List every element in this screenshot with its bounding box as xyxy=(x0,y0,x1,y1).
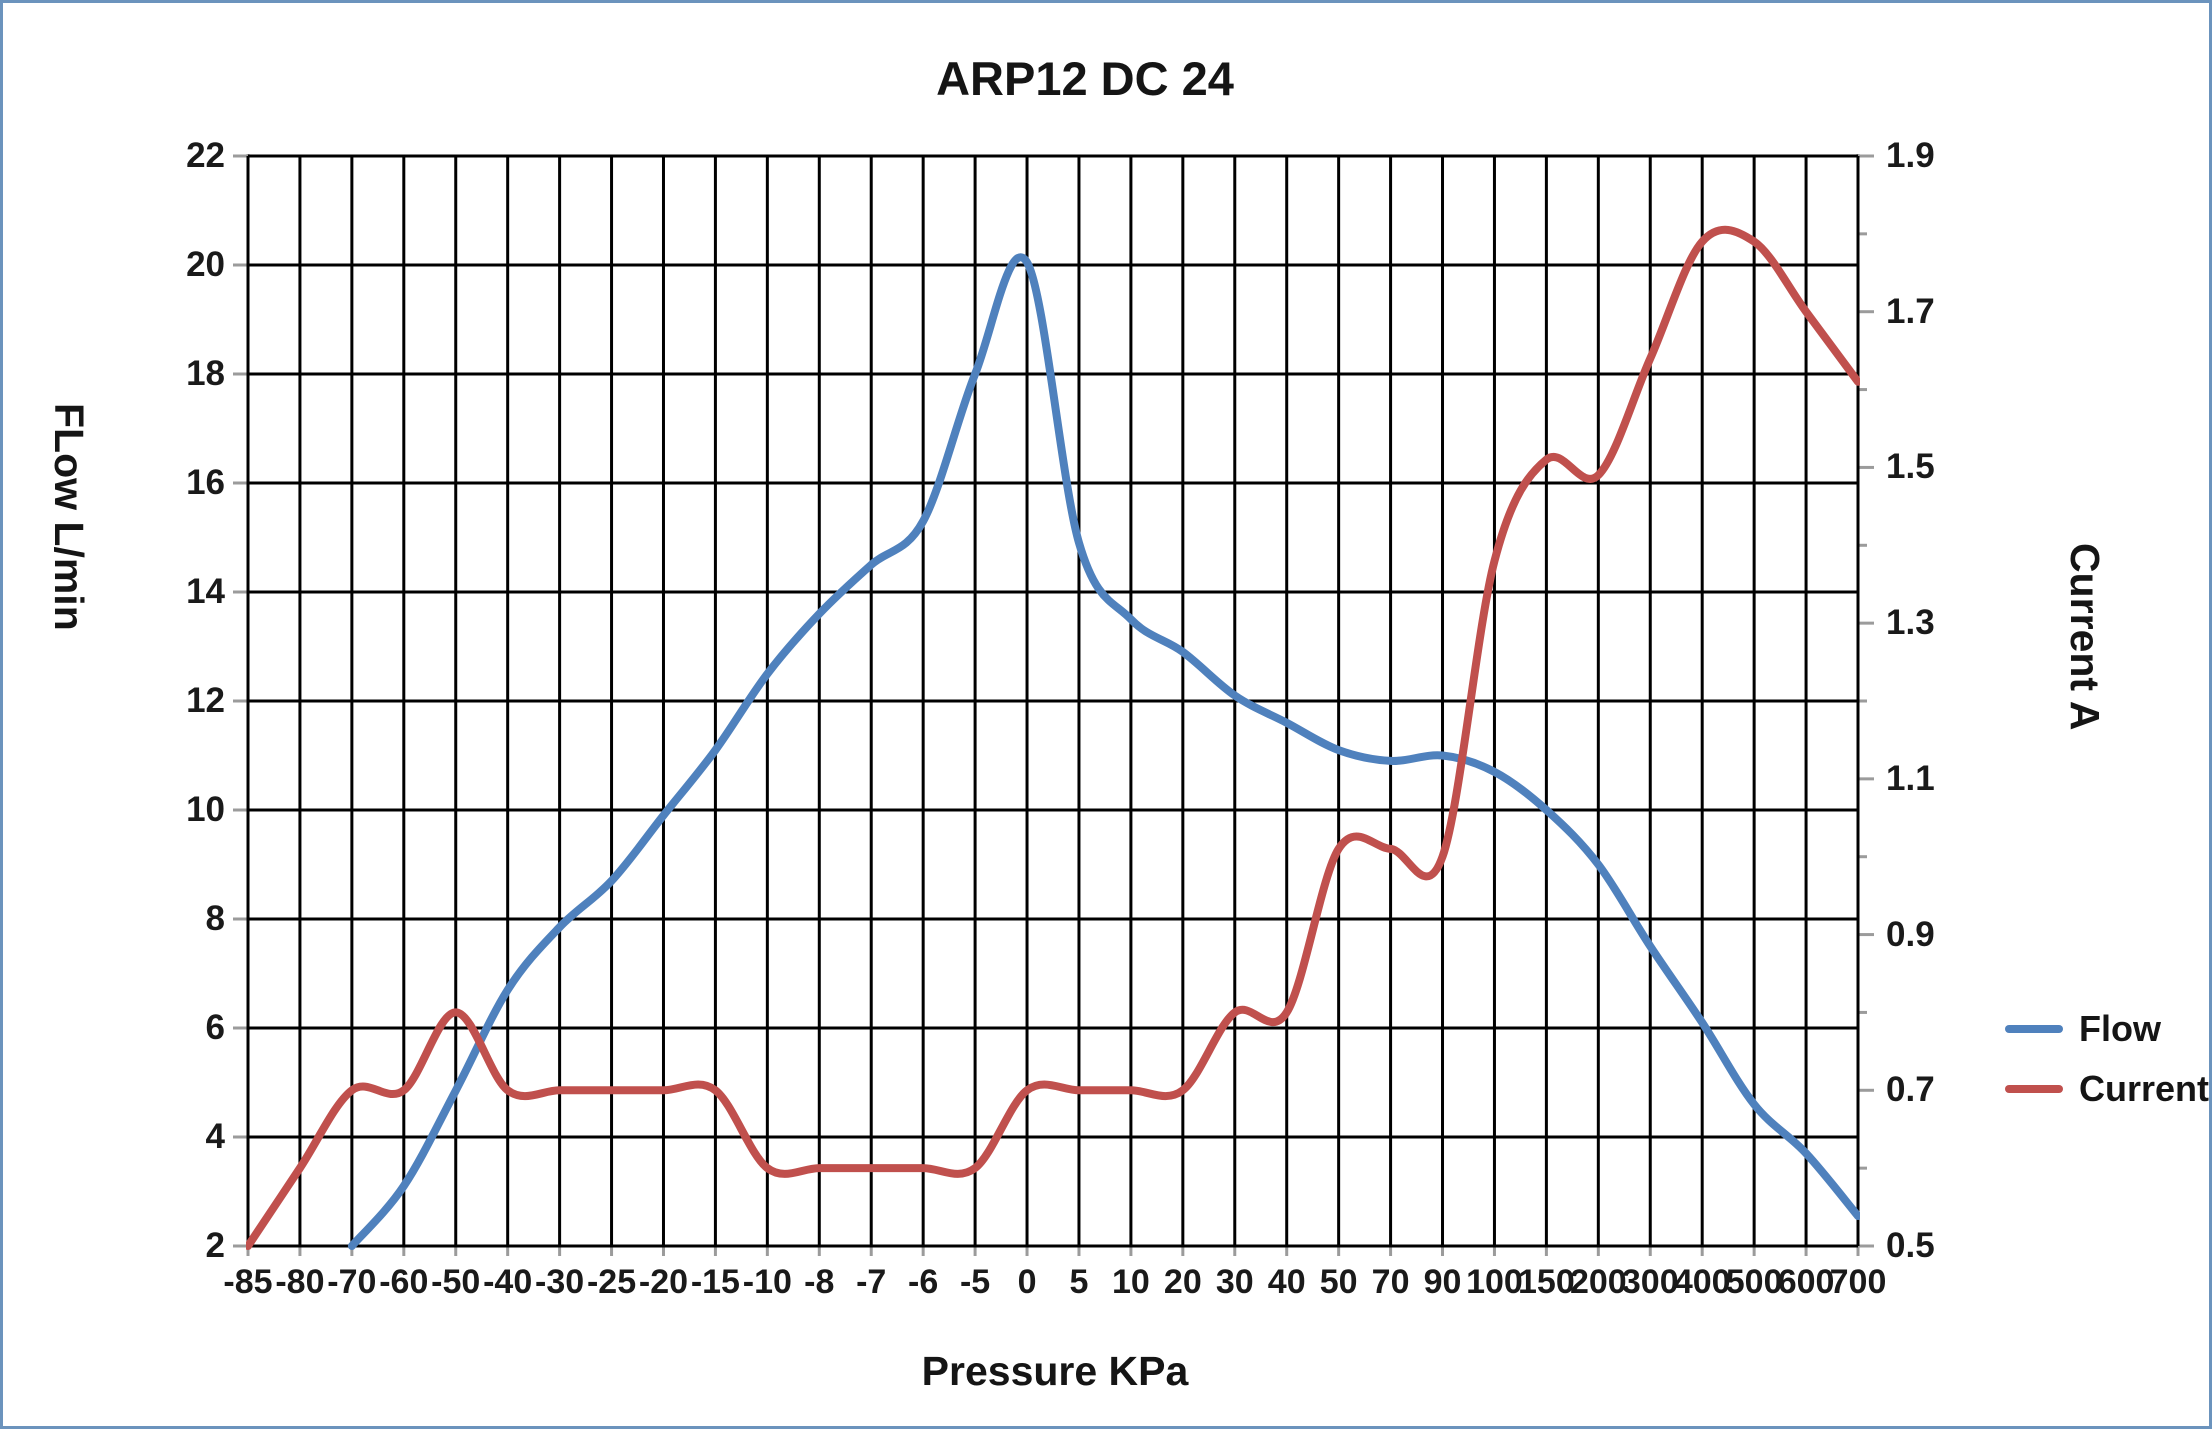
y-left-tick-14: 14 xyxy=(186,572,225,611)
x-tick-150: 150 xyxy=(1518,1263,1575,1301)
x-tick-600: 600 xyxy=(1777,1263,1835,1301)
y-left-tick-20: 20 xyxy=(186,245,225,284)
x-tick--8: -8 xyxy=(804,1263,835,1301)
x-tick-5: 5 xyxy=(1069,1263,1089,1301)
x-tick-100: 100 xyxy=(1466,1263,1523,1301)
x-tick--20: -20 xyxy=(638,1263,689,1301)
y-left-tick-12: 12 xyxy=(186,681,225,720)
x-tick--10: -10 xyxy=(742,1263,792,1301)
x-tick-400: 400 xyxy=(1673,1263,1731,1301)
y-left-tick-2: 2 xyxy=(205,1226,225,1265)
y-left-tick-10: 10 xyxy=(186,790,225,829)
legend: Flow Current xyxy=(2005,1011,2209,1107)
x-tick--25: -25 xyxy=(586,1263,637,1301)
y-left-tick-16: 16 xyxy=(186,463,225,502)
current-curve xyxy=(246,225,1860,1250)
x-tick-40: 40 xyxy=(1267,1263,1306,1301)
flow-curve xyxy=(347,253,1860,1250)
x-axis-title: Pressure KPa xyxy=(921,1348,1189,1394)
y-axis-title-left: FLow L/min xyxy=(46,403,92,631)
x-tick-20: 20 xyxy=(1163,1263,1202,1301)
x-tick--50: -50 xyxy=(431,1263,481,1301)
legend-label-current: Current xyxy=(2079,1068,2210,1109)
y-right-tick-1.7: 1.7 xyxy=(1886,291,1935,331)
y-right-tick-0.9: 0.9 xyxy=(1886,914,1935,954)
y-left-tick-6: 6 xyxy=(205,1008,225,1047)
legend-item-current: Current xyxy=(2005,1071,2209,1107)
x-tick-500: 500 xyxy=(1725,1263,1783,1301)
y-right-tick-1.5: 1.5 xyxy=(1886,447,1935,487)
x-tick-0: 0 xyxy=(1017,1263,1037,1301)
x-tick--5: -5 xyxy=(959,1263,991,1301)
y-left-tick-8: 8 xyxy=(205,899,225,938)
x-tick--70: -70 xyxy=(327,1263,377,1301)
y-left-tick-4: 4 xyxy=(205,1117,225,1156)
y-right-tick-1.9: 1.9 xyxy=(1886,136,1935,175)
x-tick-50: 50 xyxy=(1319,1263,1358,1301)
x-tick--40: -40 xyxy=(483,1263,533,1301)
x-tick--7: -7 xyxy=(856,1263,887,1301)
x-tick-700: 700 xyxy=(1829,1263,1887,1301)
x-tick--6: -6 xyxy=(908,1263,939,1301)
x-tick--85: -85 xyxy=(223,1263,273,1301)
legend-item-flow: Flow xyxy=(2005,1011,2209,1047)
gridlines xyxy=(246,154,1860,1248)
x-tick-10: 10 xyxy=(1111,1263,1150,1301)
y-axis-title-right: Current A xyxy=(2062,543,2108,731)
x-tick--80: -80 xyxy=(275,1263,325,1301)
flow-line-swatch xyxy=(2005,1025,2063,1033)
x-tick-90: 90 xyxy=(1423,1263,1462,1301)
y-right-tick-1.1: 1.1 xyxy=(1886,758,1935,798)
x-tick--60: -60 xyxy=(379,1263,429,1301)
y-left-tick-22: 22 xyxy=(186,136,225,175)
x-tick--15: -15 xyxy=(690,1263,740,1301)
legend-label-flow: Flow xyxy=(2079,1008,2161,1049)
y-right-tick-0.7: 0.7 xyxy=(1886,1070,1935,1110)
chart-title: ARP12 DC 24 xyxy=(936,52,1234,105)
x-tick-200: 200 xyxy=(1569,1263,1627,1301)
x-tick-300: 300 xyxy=(1621,1263,1679,1301)
axis-lines xyxy=(234,154,1874,1256)
current-line-swatch xyxy=(2005,1085,2063,1093)
y-right-tick-1.3: 1.3 xyxy=(1886,603,1935,643)
x-tick-70: 70 xyxy=(1371,1263,1410,1301)
y-left-tick-18: 18 xyxy=(186,354,225,393)
axis-ticks xyxy=(233,154,1874,1256)
x-tick-30: 30 xyxy=(1215,1263,1254,1301)
x-tick--30: -30 xyxy=(535,1263,585,1301)
y-right-tick-0.5: 0.5 xyxy=(1886,1226,1935,1265)
plot-area xyxy=(233,154,1874,1256)
